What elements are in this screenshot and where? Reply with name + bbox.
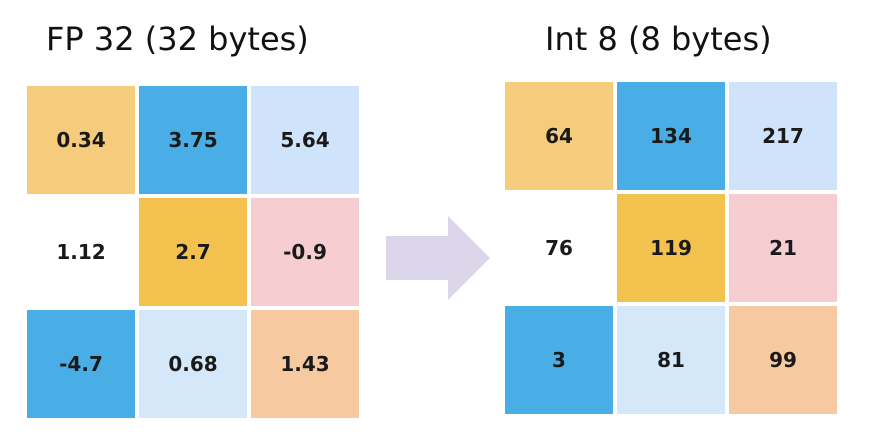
- int8-cell: 3: [505, 306, 613, 414]
- fp32-cell: 0.34: [27, 86, 135, 194]
- fp32-cell: 0.68: [139, 310, 247, 418]
- right-arrow-icon: [386, 216, 490, 300]
- int8-cell: 21: [729, 194, 837, 302]
- fp32-cell: -0.9: [251, 198, 359, 306]
- int8-cell: 76: [505, 194, 613, 302]
- fp32-cell: 1.12: [27, 198, 135, 306]
- fp32-title: FP 32 (32 bytes): [46, 20, 309, 58]
- fp32-matrix: 0.34 3.75 5.64 1.12 2.7 -0.9 -4.7 0.68 1…: [27, 86, 359, 418]
- int8-cell: 134: [617, 82, 725, 190]
- fp32-cell: 5.64: [251, 86, 359, 194]
- arrow-shape: [386, 216, 490, 300]
- int8-cell: 99: [729, 306, 837, 414]
- int8-cell: 119: [617, 194, 725, 302]
- int8-cell: 64: [505, 82, 613, 190]
- fp32-cell: -4.7: [27, 310, 135, 418]
- int8-cell: 217: [729, 82, 837, 190]
- int8-title: Int 8 (8 bytes): [545, 20, 772, 58]
- int8-matrix: 64 134 217 76 119 21 3 81 99: [505, 82, 837, 414]
- fp32-cell: 3.75: [139, 86, 247, 194]
- int8-cell: 81: [617, 306, 725, 414]
- fp32-cell: 2.7: [139, 198, 247, 306]
- fp32-cell: 1.43: [251, 310, 359, 418]
